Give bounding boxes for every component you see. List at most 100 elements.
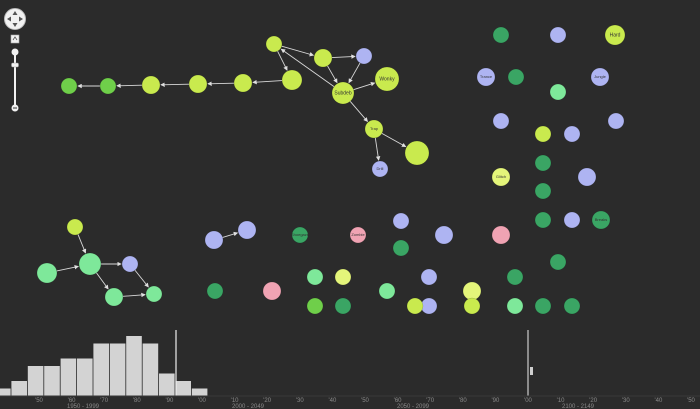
graph-node[interactable]: Trance — [476, 67, 496, 87]
graph-node[interactable] — [306, 297, 324, 315]
graph-node[interactable] — [492, 112, 510, 130]
node-circle — [462, 281, 482, 301]
node-circle — [291, 226, 309, 244]
histogram-bar — [142, 343, 159, 396]
graph-node[interactable] — [406, 297, 424, 315]
graph-node[interactable]: Drill — [371, 160, 389, 178]
graph-node[interactable] — [563, 297, 581, 315]
graph-node[interactable] — [355, 47, 373, 65]
timeline-tick-label: '20 — [589, 398, 597, 404]
graph-node[interactable] — [534, 125, 552, 143]
zoom-slider[interactable] — [11, 48, 19, 112]
graph-node[interactable]: Glitch — [491, 167, 511, 187]
graph-node[interactable] — [463, 297, 481, 315]
graph-node[interactable] — [233, 73, 253, 93]
pan-control[interactable] — [4, 8, 26, 30]
node-circle — [492, 26, 510, 44]
graph-node[interactable] — [549, 253, 567, 271]
graph-node[interactable] — [36, 262, 58, 284]
histogram-bar — [109, 343, 126, 396]
node-circle — [604, 24, 626, 46]
graph-node[interactable] — [145, 285, 163, 303]
node-circle — [549, 253, 567, 271]
timeline-tick-label: '80 — [459, 398, 467, 404]
graph-node[interactable] — [506, 268, 524, 286]
graph-node[interactable]: Wonky — [374, 66, 400, 92]
link-n6-n5 — [252, 79, 283, 85]
graph-node[interactable] — [506, 297, 524, 315]
graph-node[interactable] — [306, 268, 324, 286]
node-circle — [262, 281, 282, 301]
node-circle — [507, 68, 525, 86]
node-circle — [549, 26, 567, 44]
graph-node[interactable] — [78, 252, 102, 276]
graph-node[interactable] — [313, 48, 333, 68]
graph-node[interactable] — [492, 26, 510, 44]
graph-node[interactable] — [104, 287, 124, 307]
graph-node[interactable] — [378, 282, 396, 300]
node-label: Hard — [610, 32, 621, 38]
graph-node[interactable] — [60, 77, 78, 95]
graph-node[interactable] — [549, 83, 567, 101]
graph-node[interactable] — [534, 297, 552, 315]
graph-node[interactable] — [534, 182, 552, 200]
graph-node[interactable] — [99, 77, 117, 95]
fit-icon — [12, 36, 18, 41]
link-g4-g6 — [134, 269, 149, 288]
graph-node[interactable] — [549, 26, 567, 44]
graph-node[interactable] — [334, 297, 352, 315]
graph-node[interactable] — [262, 281, 282, 301]
graph-node[interactable] — [534, 211, 552, 229]
graph-node[interactable] — [334, 268, 352, 286]
graph-node[interactable] — [534, 154, 552, 172]
timeline-scrubber-grip[interactable] — [530, 367, 533, 375]
graph-node[interactable] — [206, 282, 224, 300]
graph-node[interactable]: Jungle — [590, 67, 610, 87]
graph-node[interactable] — [507, 68, 525, 86]
graph-node[interactable] — [281, 69, 303, 91]
timeline-tick-label: '50 — [687, 398, 695, 404]
graph-node[interactable] — [607, 112, 625, 130]
graph-node[interactable]: Hard — [604, 24, 626, 46]
graph-node[interactable] — [392, 212, 410, 230]
fit-to-view-button[interactable] — [10, 34, 20, 44]
graph-node[interactable] — [491, 225, 511, 245]
graph-node[interactable]: Shoegaze — [291, 226, 310, 244]
graph-node[interactable] — [462, 281, 482, 301]
node-circle — [188, 74, 208, 94]
timeline-tick-label: '90 — [491, 398, 499, 404]
graph-node[interactable] — [265, 35, 283, 53]
graph-node[interactable] — [141, 75, 161, 95]
link-n5-n4 — [207, 81, 235, 86]
graph-node[interactable]: Zombie — [349, 226, 367, 244]
link-m1-m2 — [222, 231, 239, 238]
histogram-bar — [60, 358, 77, 396]
graph-node[interactable] — [204, 230, 224, 250]
node-circle — [204, 230, 224, 250]
graph-node[interactable] — [563, 125, 581, 143]
graph-node[interactable] — [420, 297, 438, 315]
histogram-bar — [44, 366, 60, 396]
zoom-slider-handle[interactable] — [11, 62, 19, 68]
timeline-tick-label: '20 — [263, 398, 271, 404]
graph-node[interactable] — [434, 225, 454, 245]
network-graph[interactable]: Subdeb Wonky Trap Drill Hard Trance Jungle Glit… — [0, 0, 700, 330]
graph-node[interactable] — [420, 268, 438, 286]
graph-node[interactable] — [66, 218, 84, 236]
graph-node[interactable]: Breaks — [591, 210, 611, 230]
graph-node[interactable] — [237, 220, 257, 240]
graph-node[interactable]: Subdeb — [331, 81, 355, 105]
histogram-bar — [77, 358, 93, 396]
timeline-bar[interactable]: '50 '60 '70 '80 '90 '00 '10 '20 '30 '40 '50 '60 '70 '… — [0, 330, 700, 409]
histogram-bar — [159, 373, 175, 396]
graph-node[interactable] — [577, 167, 597, 187]
graph-node[interactable] — [392, 239, 410, 257]
link-g2-g5 — [96, 272, 109, 290]
node-circle — [237, 220, 257, 240]
graph-node[interactable] — [404, 140, 430, 166]
graph-node[interactable] — [563, 211, 581, 229]
graph-node[interactable] — [188, 74, 208, 94]
graph-node[interactable] — [121, 255, 139, 273]
node-circle — [141, 75, 161, 95]
graph-node[interactable]: Trap — [364, 119, 384, 139]
